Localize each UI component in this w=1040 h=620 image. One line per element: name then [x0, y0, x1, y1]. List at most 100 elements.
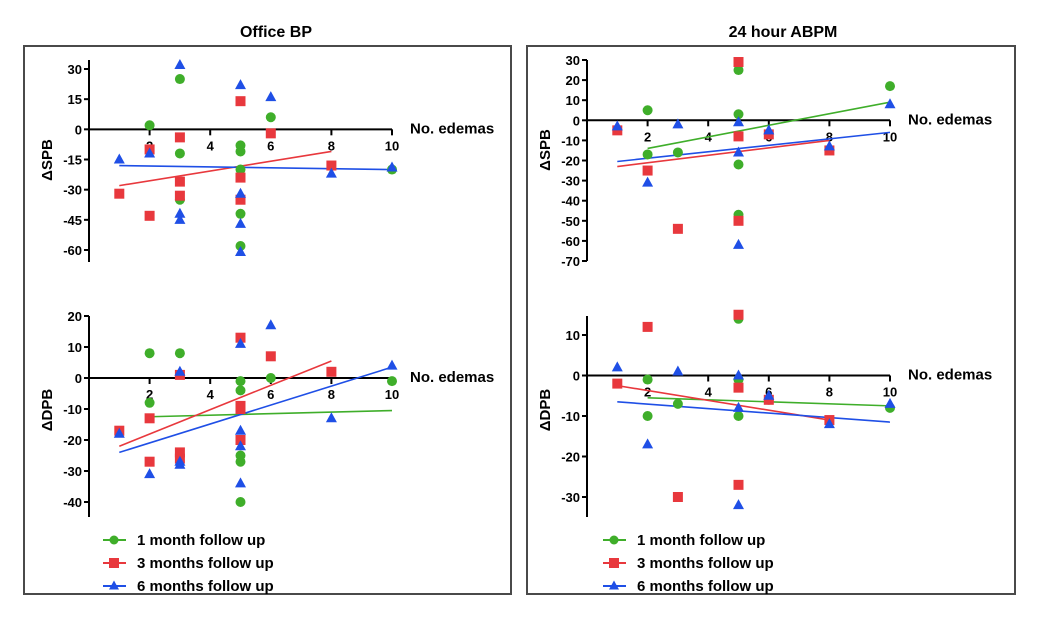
data-point-square — [733, 215, 744, 226]
x-tick-label: 2 — [146, 387, 153, 402]
y-tick-label: 30 — [566, 53, 580, 68]
data-point-triangle — [642, 176, 654, 187]
data-point-triangle — [884, 397, 896, 408]
x-tick-label: 4 — [207, 387, 215, 402]
data-point-circle — [642, 374, 653, 385]
data-point-circle — [144, 348, 155, 359]
data-point-circle — [174, 148, 185, 159]
panel-frame-abpm — [526, 45, 1016, 595]
y-tick-label: 0 — [75, 122, 82, 137]
y-tick-label: 10 — [566, 93, 580, 108]
data-point-circle — [642, 411, 653, 421]
data-point-triangle — [235, 337, 246, 348]
chart-1: 20 10 0 -10 -20 -30 -40 2 4 6 8 10 No. edemas ΔDPB — [39, 309, 494, 517]
data-point-square — [235, 332, 246, 343]
y-tick-label: -30 — [63, 464, 82, 479]
y-tick-label: -50 — [561, 214, 580, 229]
data-point-triangle — [265, 319, 277, 330]
x-tick-label: 2 — [644, 129, 651, 144]
x-tick-label: 8 — [328, 387, 335, 402]
data-point-triangle — [733, 116, 744, 127]
panel-title-abpm: 24 hour ABPM — [729, 24, 838, 41]
data-point-square — [642, 165, 653, 176]
data-point-square — [612, 125, 623, 136]
y-tick-label: -20 — [63, 433, 82, 448]
x-tick-label: 6 — [267, 138, 274, 153]
data-point-triangle — [642, 438, 654, 449]
data-point-square — [763, 394, 774, 405]
data-point-triangle — [325, 167, 337, 178]
data-point-circle — [235, 385, 246, 396]
y-tick-label: 10 — [566, 328, 580, 343]
x-axis-label: No. edemas — [410, 369, 494, 386]
data-point-triangle — [265, 91, 277, 102]
x-tick-label: 2 — [644, 385, 651, 400]
data-point-triangle — [733, 401, 744, 412]
y-tick-label: 10 — [68, 340, 82, 355]
data-point-circle — [144, 397, 155, 408]
y-axis-label: ΔDPB — [537, 389, 554, 432]
data-point-circle — [885, 81, 895, 92]
legend-label: 3 months follow up — [137, 555, 274, 572]
data-point-square — [672, 492, 683, 502]
data-point-circle — [642, 149, 653, 160]
fit-line-blue — [119, 366, 393, 454]
data-point-square — [733, 309, 744, 320]
data-point-square — [235, 96, 246, 107]
y-tick-label: -10 — [63, 402, 82, 417]
data-point-triangle — [763, 389, 775, 400]
x-axis-label: No. edemas — [908, 111, 992, 128]
legend-1: 1 month follow up 3 months follow up 6 mon… — [603, 532, 774, 595]
x-tick-label: 10 — [385, 387, 399, 402]
x-axis-label: No. edemas — [410, 120, 494, 137]
y-tick-label: -20 — [561, 154, 580, 169]
data-point-triangle — [174, 365, 186, 376]
data-point-triangle — [144, 147, 156, 158]
y-tick-label: 0 — [573, 113, 580, 128]
data-point-triangle — [174, 58, 186, 69]
legend-marker-circle — [609, 535, 619, 545]
y-tick-label: -20 — [561, 450, 580, 465]
data-point-triangle — [611, 361, 623, 372]
data-point-circle — [235, 146, 246, 157]
data-point-square — [235, 404, 246, 414]
data-point-circle — [733, 109, 744, 120]
data-point-triangle — [235, 246, 246, 257]
data-point-triangle — [386, 161, 398, 172]
y-tick-label: -45 — [63, 213, 82, 228]
data-point-square — [672, 223, 683, 234]
data-point-triangle — [325, 412, 337, 423]
data-point-triangle — [672, 365, 684, 376]
data-point-circle — [733, 65, 744, 76]
data-point-triangle — [884, 98, 896, 109]
y-tick-label: -10 — [561, 133, 580, 148]
data-point-square — [144, 413, 155, 424]
data-point-square — [144, 210, 155, 221]
data-point-circle — [387, 376, 397, 387]
data-point-triangle — [611, 120, 623, 131]
y-tick-label: 20 — [68, 309, 82, 324]
y-tick-label: -30 — [561, 174, 580, 189]
legend-label: 6 months follow up — [137, 578, 274, 595]
x-tick-label: 6 — [267, 387, 274, 402]
data-point-square — [174, 190, 185, 201]
y-tick-label: -60 — [561, 234, 580, 249]
y-tick-label: 0 — [75, 371, 82, 386]
x-tick-label: 10 — [883, 129, 897, 144]
data-point-circle — [235, 497, 246, 507]
fit-line-green — [149, 409, 393, 418]
data-point-triangle — [144, 468, 156, 479]
data-point-square — [114, 188, 125, 199]
x-axis-label: No. edemas — [908, 367, 992, 384]
data-point-square — [733, 57, 744, 68]
data-point-circle — [642, 105, 653, 116]
panel-title-office-bp: Office BP — [240, 24, 312, 41]
data-point-square — [235, 172, 246, 183]
y-axis-label: ΔSPB — [39, 139, 56, 181]
data-point-square — [235, 435, 246, 445]
data-point-triangle — [113, 153, 125, 164]
legend-label: 3 months follow up — [637, 555, 774, 572]
data-point-square — [763, 129, 774, 140]
